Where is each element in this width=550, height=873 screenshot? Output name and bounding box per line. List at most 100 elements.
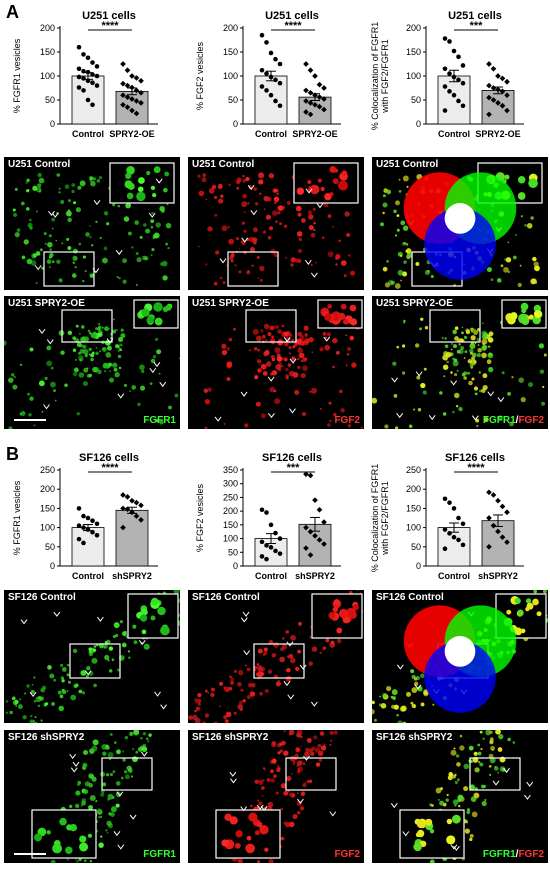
data-point <box>442 84 448 89</box>
data-point <box>504 92 510 99</box>
arrowhead-icon <box>92 268 100 274</box>
y-tick-label: 50 <box>411 95 421 105</box>
data-point <box>490 97 497 103</box>
arrowhead-icon <box>155 178 163 184</box>
significance-stars: **** <box>467 462 485 474</box>
arrowhead-icon <box>268 412 275 419</box>
color-wheel-icon <box>403 172 517 280</box>
inset-box <box>69 643 121 679</box>
data-point <box>456 98 461 104</box>
inset-box <box>215 809 281 859</box>
data-point <box>264 88 269 93</box>
y-axis-label: % FGF2 vesicles <box>195 41 205 110</box>
data-point <box>495 100 501 106</box>
data-point <box>81 513 86 519</box>
arrowhead-icon <box>310 701 318 707</box>
arrowhead-icon <box>138 640 146 646</box>
y-tick-label: 200 <box>223 506 238 516</box>
data-point <box>259 84 265 89</box>
data-point <box>303 109 309 115</box>
micrograph-label: U251 Control <box>192 159 255 170</box>
channel-label-fgfr1: FGFR1 <box>143 415 176 426</box>
arrowhead-icon <box>113 830 121 837</box>
data-point <box>312 92 318 99</box>
y-axis-label: % FGF2 vesicles <box>195 483 205 552</box>
data-point <box>451 506 457 511</box>
data-point <box>447 71 452 76</box>
arrowhead-icon <box>72 761 80 767</box>
arrowhead-icon <box>286 641 294 647</box>
y-tick-label: 200 <box>40 484 55 494</box>
data-point <box>90 60 95 65</box>
data-point <box>76 66 82 72</box>
data-point <box>495 497 501 504</box>
chart-b2: SF126 cells % FGF2 vesicles 0 50 100 150 200 25… <box>183 448 366 588</box>
channel-label-fgf2: FGF2 <box>334 849 360 860</box>
data-point <box>312 73 318 79</box>
data-point <box>90 102 95 108</box>
arrowhead-icon <box>283 680 291 687</box>
y-axis-label: % Colocalization of FGFR1with FGF2/FGFR1 <box>370 22 390 131</box>
category-label: Control <box>255 571 287 581</box>
channel-label-merge: FGFR1/FGF2 <box>482 849 544 860</box>
data-point <box>442 527 448 532</box>
arrowhead-icon <box>260 805 268 812</box>
data-point <box>499 503 506 510</box>
bar <box>437 527 471 567</box>
significance-stars: *** <box>287 462 301 474</box>
arrowhead-icon <box>415 371 423 377</box>
arrowhead-icon <box>428 414 436 421</box>
data-point <box>133 499 140 506</box>
data-point <box>81 76 86 81</box>
inset-box <box>127 593 179 639</box>
y-tick-label: 50 <box>45 95 55 105</box>
micrograph-b6: SF126 shSPRY2 FGFR1/FGF2 <box>372 730 548 863</box>
data-point <box>90 80 95 86</box>
data-point <box>447 500 452 505</box>
chart-b3: SF126 cells % Colocalization of FGFR1with… <box>366 448 549 588</box>
data-point <box>268 92 274 98</box>
scale-bar <box>14 419 46 421</box>
arrowhead-icon <box>214 416 222 422</box>
arrowhead-icon <box>116 791 124 797</box>
y-tick-label: 150 <box>223 47 238 57</box>
y-tick-label: 200 <box>406 484 421 494</box>
data-point <box>273 56 278 62</box>
arrowhead-icon <box>471 415 479 421</box>
data-point <box>490 492 497 498</box>
y-tick-label: 100 <box>223 71 238 81</box>
data-point <box>460 542 466 548</box>
data-point <box>273 77 278 83</box>
category-label: Control <box>255 129 287 139</box>
data-point <box>486 489 492 496</box>
inset-box <box>109 162 175 204</box>
arrowhead-icon <box>289 358 297 364</box>
micrograph-a1: U251 Control <box>4 157 180 290</box>
chart-a2: U251 cells % FGF2 vesicles 0 50 100 150 200 Con… <box>183 6 366 146</box>
data-point <box>264 556 269 562</box>
arrowhead-icon <box>159 381 167 388</box>
micrograph-label: U251 Control <box>376 159 439 170</box>
data-point <box>303 98 309 104</box>
chart-b1: SF126 cells % FGFR1 vesicles 0 50 100 150 200 2… <box>0 448 183 588</box>
y-tick-label: 200 <box>40 23 55 33</box>
arrowhead-icon <box>492 780 500 786</box>
arrowhead-icon <box>310 272 318 278</box>
arrowhead-icon <box>242 611 250 617</box>
channel-label-fgfr1: FGFR1 <box>143 849 176 860</box>
data-point <box>264 510 269 515</box>
panel-letter-b: B <box>6 444 19 464</box>
data-point <box>307 111 314 118</box>
data-point <box>442 108 448 113</box>
y-tick-label: 300 <box>223 479 238 489</box>
arrowhead-icon <box>148 212 156 218</box>
arrowhead-icon <box>29 691 37 697</box>
data-point <box>486 515 492 521</box>
data-point <box>499 102 506 109</box>
arrowhead-icon <box>115 249 123 256</box>
data-point <box>442 36 448 41</box>
y-tick-label: 150 <box>406 503 421 513</box>
y-tick-label: 100 <box>406 71 421 81</box>
arrowhead-icon <box>43 404 50 410</box>
y-tick-label: 350 <box>223 465 238 475</box>
